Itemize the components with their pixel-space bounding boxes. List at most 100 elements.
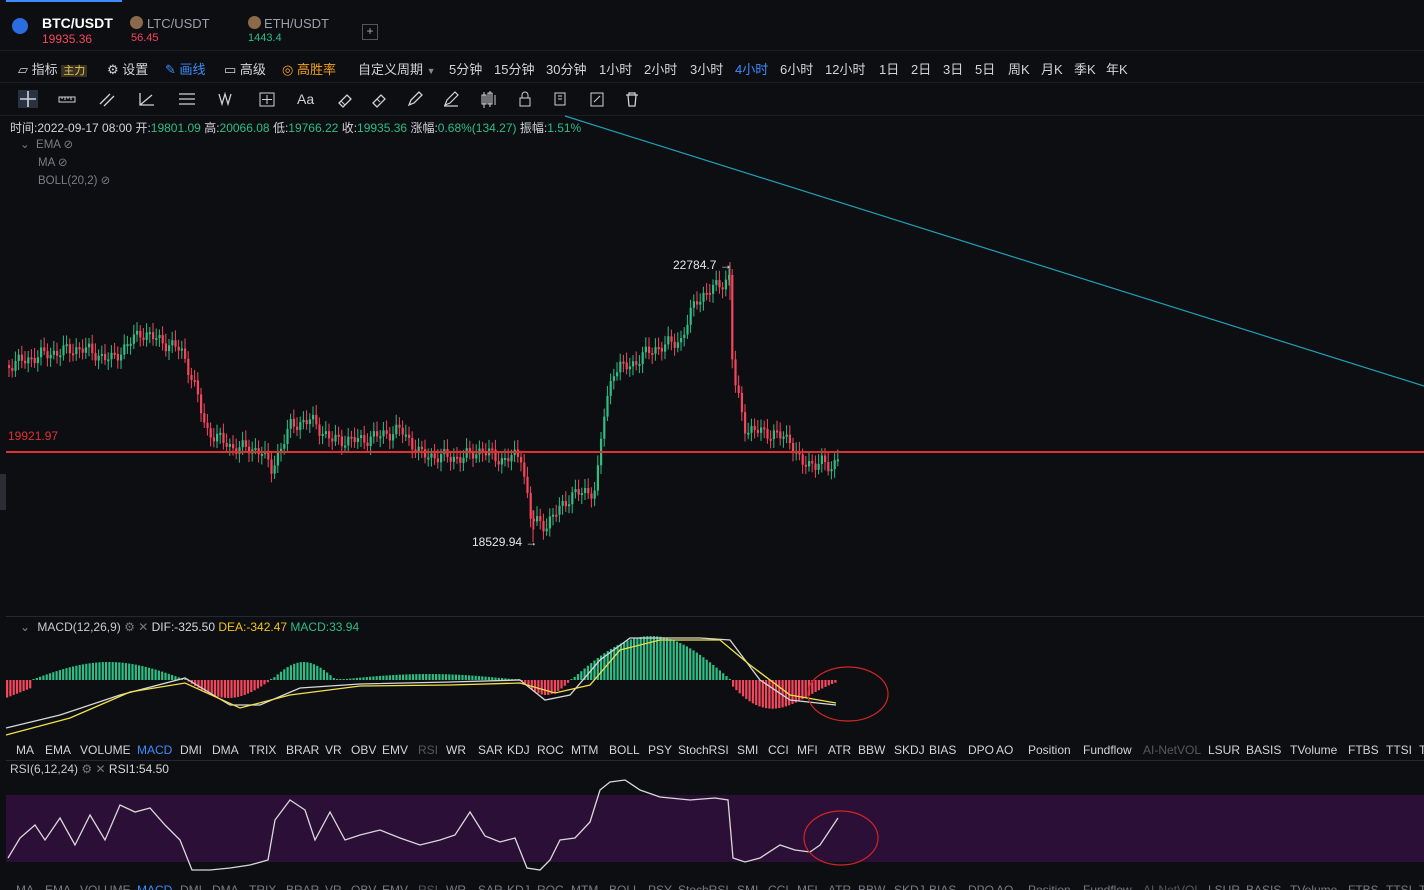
period-2[interactable]: 30分钟: [546, 62, 587, 77]
tab-mtm[interactable]: MTM: [571, 743, 599, 757]
tab2-emv[interactable]: EMV: [382, 883, 409, 890]
tab-ftbs[interactable]: FTBS: [1348, 743, 1379, 757]
tab2-bias[interactable]: BIAS: [929, 883, 957, 890]
tab-vr[interactable]: VR: [325, 743, 342, 757]
eye-off-icon[interactable]: ⊘: [63, 139, 74, 151]
tab-dma[interactable]: DMA: [212, 743, 239, 757]
eraser-icon[interactable]: [335, 90, 355, 108]
candles-icon[interactable]: [479, 90, 499, 108]
tab-ma[interactable]: MA: [16, 743, 34, 757]
overlay-ema[interactable]: ⌄ EMA ⊘: [20, 139, 74, 151]
tab2-ma[interactable]: MA: [16, 883, 34, 890]
tab2-macd[interactable]: MACD: [137, 883, 173, 890]
tab2-mtm[interactable]: MTM: [571, 883, 599, 890]
tab-ttsi[interactable]: TTSI: [1386, 743, 1412, 757]
tab2-cci[interactable]: CCI: [768, 883, 789, 890]
overlay-ma[interactable]: MA ⊘: [38, 157, 68, 169]
tab2-tvolume[interactable]: TVolume: [1290, 883, 1338, 890]
period-16[interactable]: 年K: [1106, 62, 1128, 77]
draw-button[interactable]: ✎ 画线: [165, 62, 206, 77]
ruler-icon[interactable]: [57, 90, 77, 108]
copy-icon[interactable]: [551, 90, 571, 108]
parallel-lines-icon[interactable]: [97, 90, 117, 108]
tab-skdj[interactable]: SKDJ: [894, 743, 925, 757]
tab2-dpo[interactable]: DPO: [968, 883, 995, 890]
period-1[interactable]: 15分钟: [494, 62, 535, 77]
tab2-skdj[interactable]: SKDJ: [894, 883, 925, 890]
tab-trix[interactable]: TRIX: [249, 743, 277, 757]
tab-fundflow[interactable]: Fundflow: [1083, 743, 1132, 757]
tab-t[interactable]: T: [1419, 743, 1424, 757]
tab-ai-netvol[interactable]: AI-NetVOL: [1143, 743, 1202, 757]
tab2-vr[interactable]: VR: [325, 883, 342, 890]
tab-atr[interactable]: ATR: [828, 743, 852, 757]
tab2-kdj[interactable]: KDJ: [507, 883, 530, 890]
tab-mfi[interactable]: MFI: [797, 743, 818, 757]
tab-emv[interactable]: EMV: [382, 743, 409, 757]
tab-stochrsi[interactable]: StochRSI: [678, 743, 729, 757]
collapse-handle[interactable]: [0, 474, 6, 510]
custom-period-dropdown[interactable]: 自定义周期 ▼: [358, 62, 436, 77]
tab-boll[interactable]: BOLL: [609, 743, 640, 757]
lock-icon[interactable]: [515, 90, 535, 108]
tab2-rsi[interactable]: RSI: [418, 883, 439, 890]
add-tab-button[interactable]: +: [362, 24, 378, 40]
period-11[interactable]: 3日: [943, 62, 964, 77]
tab-bias[interactable]: BIAS: [929, 743, 957, 757]
period-14[interactable]: 月K: [1041, 62, 1063, 77]
tab2-ema[interactable]: EMA: [45, 883, 72, 890]
tab-ao[interactable]: AO: [996, 743, 1014, 757]
eye-off-icon[interactable]: ⊘: [57, 157, 68, 169]
tab2-mfi[interactable]: MFI: [797, 883, 818, 890]
gear-icon[interactable]: ⚙: [124, 620, 135, 634]
wave-icon[interactable]: [217, 90, 237, 108]
advanced-button[interactable]: ▭ 高级: [224, 62, 266, 77]
tab-obv[interactable]: OBV: [351, 743, 377, 757]
period-7[interactable]: 6小时: [780, 62, 814, 77]
tab-rsi[interactable]: RSI: [418, 743, 439, 757]
tab2-position[interactable]: Position: [1028, 883, 1071, 890]
tab-wr[interactable]: WR: [446, 743, 466, 757]
period-6[interactable]: 4小时: [735, 62, 769, 77]
tab-brar[interactable]: BRAR: [286, 743, 320, 757]
tab2-stochrsi[interactable]: StochRSI: [678, 883, 729, 890]
close-icon[interactable]: ✕: [95, 762, 106, 776]
tab2-sar[interactable]: SAR: [478, 883, 503, 890]
text-icon[interactable]: Aa: [297, 91, 315, 107]
tab2-psy[interactable]: PSY: [648, 883, 673, 890]
period-8[interactable]: 12小时: [825, 62, 866, 77]
period-15[interactable]: 季K: [1074, 62, 1096, 77]
winrate-button[interactable]: ◎ 高胜率: [282, 62, 336, 77]
period-12[interactable]: 5日: [975, 62, 996, 77]
tab-volume[interactable]: VOLUME: [80, 743, 131, 757]
period-3[interactable]: 1小时: [599, 62, 633, 77]
tab-bbw[interactable]: BBW: [858, 743, 886, 757]
pen-icon[interactable]: [405, 90, 425, 108]
magnet-icon[interactable]: [369, 90, 389, 108]
tab-roc[interactable]: ROC: [537, 743, 564, 757]
tab-psy[interactable]: PSY: [648, 743, 673, 757]
pencil-icon[interactable]: [441, 90, 461, 108]
gear-icon[interactable]: ⚙: [81, 762, 93, 776]
tab-sar[interactable]: SAR: [478, 743, 503, 757]
tab2-dmi[interactable]: DMI: [180, 883, 202, 890]
tab2-fundflow[interactable]: Fundflow: [1083, 883, 1132, 890]
trash-icon[interactable]: [622, 90, 642, 108]
settings-button[interactable]: ⚙ 设置: [107, 62, 149, 77]
measure-icon[interactable]: [257, 90, 277, 108]
period-5[interactable]: 3小时: [690, 62, 724, 77]
eye-off-icon[interactable]: ⊘: [100, 175, 111, 187]
tab-ema[interactable]: EMA: [45, 743, 72, 757]
tab-smi[interactable]: SMI: [737, 743, 759, 757]
edit-icon[interactable]: [587, 90, 607, 108]
tab-dmi[interactable]: DMI: [180, 743, 202, 757]
period-4[interactable]: 2小时: [644, 62, 678, 77]
tab-kdj[interactable]: KDJ: [507, 743, 530, 757]
overlay-boll[interactable]: BOLL(20,2) ⊘: [38, 175, 111, 187]
tab2-basis[interactable]: BASIS: [1246, 883, 1282, 890]
tab-position[interactable]: Position: [1028, 743, 1071, 757]
tab2-atr[interactable]: ATR: [828, 883, 852, 890]
tab-tvolume[interactable]: TVolume: [1290, 743, 1338, 757]
period-0[interactable]: 5分钟: [449, 62, 483, 77]
